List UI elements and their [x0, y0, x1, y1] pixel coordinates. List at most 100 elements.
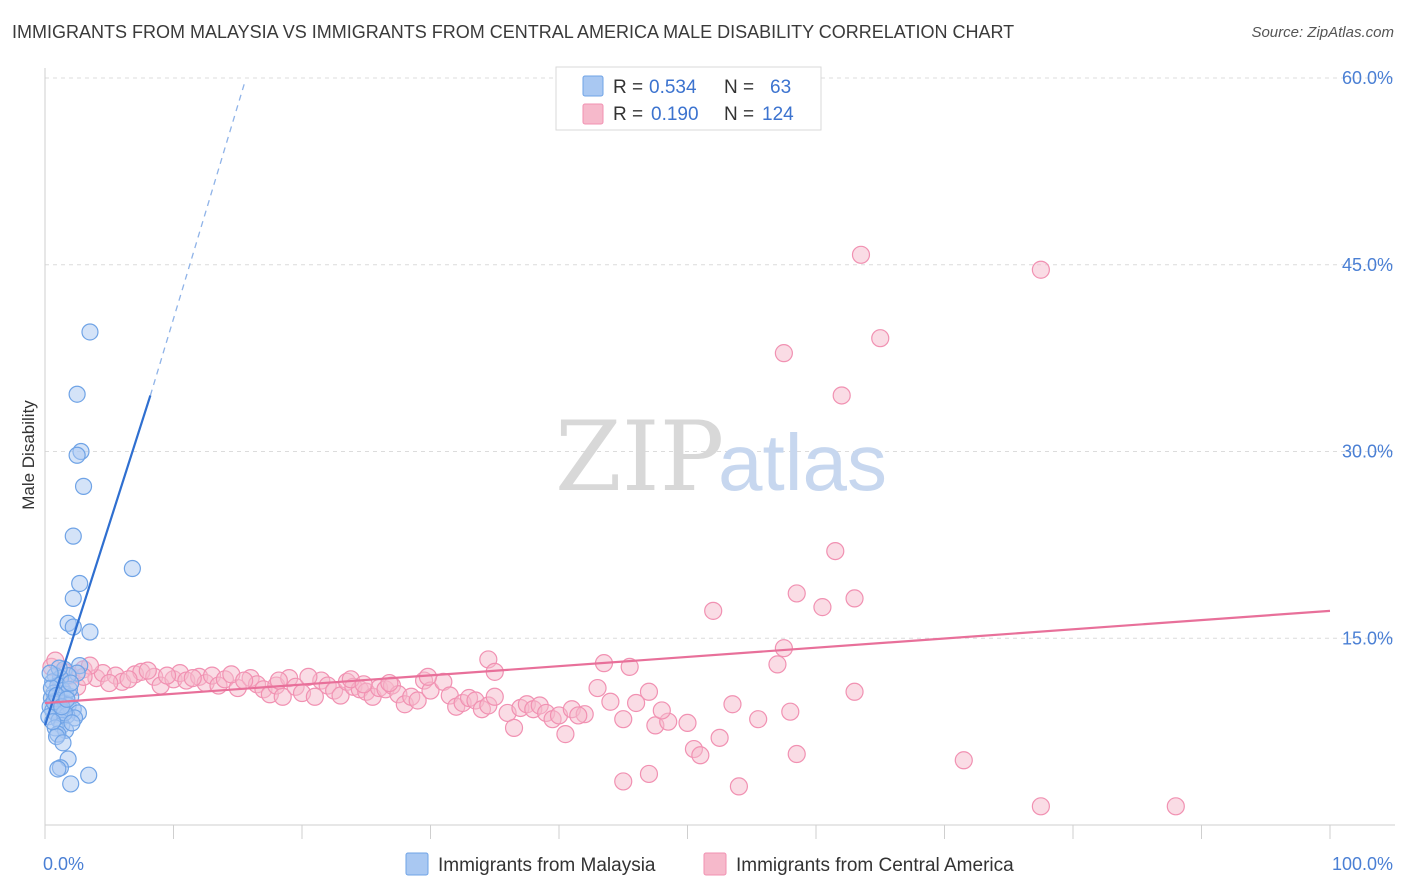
- bottom-legend: Immigrants from Malaysia Immigrants from…: [405, 852, 1014, 876]
- watermark-atlas: atlas: [718, 418, 887, 507]
- x-tick-label-1: 100.0%: [1332, 854, 1393, 874]
- central-america-point-14: [768, 655, 787, 674]
- malaysia-point-3: [68, 446, 86, 464]
- central-america-point-62: [408, 691, 427, 710]
- malaysia-point-5: [64, 527, 82, 545]
- y-tick-label-0: 15.0%: [1342, 628, 1393, 648]
- y-tick-labels: 15.0% 30.0% 45.0% 60.0%: [1342, 68, 1393, 648]
- central-america-point-93: [678, 713, 697, 733]
- legend-r-label-2: R =: [613, 104, 643, 125]
- central-america-point-10: [774, 639, 793, 658]
- central-america-point-46: [305, 687, 324, 706]
- source-label: Source: ZipAtlas.com: [1251, 24, 1394, 41]
- central-america-point-97: [723, 695, 742, 714]
- central-america-point-87: [601, 692, 620, 711]
- central-america-point-3: [774, 344, 793, 363]
- central-america-point-104: [614, 772, 633, 791]
- top-legend: R = 0.534 N = 63 R = 0.190 N = 124: [555, 66, 822, 131]
- y-tick-label-2: 45.0%: [1342, 255, 1393, 275]
- central-america-point-118: [299, 667, 318, 686]
- bottom-legend-swatch-central-america: [703, 852, 727, 876]
- legend-swatch-malaysia: [582, 75, 604, 97]
- central-america-point-98: [749, 710, 768, 729]
- malaysia-point-7: [71, 574, 89, 593]
- malaysia-point-60: [63, 714, 81, 732]
- central-america-point-89: [626, 693, 646, 713]
- central-america-point-8: [813, 598, 832, 617]
- central-america-point-9: [704, 601, 723, 620]
- central-america-trend-line: [44, 609, 1331, 705]
- malaysia-point-11: [81, 623, 99, 641]
- malaysia-point-0: [81, 323, 99, 341]
- malaysia-point-58: [44, 713, 62, 731]
- malaysia-point-4: [74, 477, 93, 495]
- central-america-point-123: [652, 701, 671, 720]
- y-tick-label-3: 60.0%: [1342, 68, 1393, 88]
- malaysia-trend-extension: [149, 84, 245, 396]
- central-america-point-96: [710, 728, 729, 747]
- malaysia-point-62: [41, 664, 59, 682]
- legend-r-label-1: R =: [613, 77, 643, 98]
- central-america-point-75: [504, 718, 524, 737]
- malaysia-point-61: [58, 690, 76, 708]
- malaysia-point-49: [80, 766, 98, 784]
- legend-r-value-1: 0.534: [649, 77, 697, 98]
- central-america-point-7: [845, 589, 864, 608]
- malaysia-point-50: [62, 775, 80, 793]
- central-america-point-6: [787, 584, 806, 603]
- central-america-point-122: [569, 706, 588, 725]
- central-america-point-105: [729, 777, 749, 796]
- central-america-point-112: [119, 670, 138, 689]
- central-america-point-0: [851, 245, 871, 264]
- x-tick-labels: 0.0% 100.0%: [43, 854, 1393, 874]
- legend-n-label-1: N =: [724, 77, 754, 98]
- central-america-point-83: [556, 725, 575, 744]
- bottom-legend-label-central-america: Immigrants from Central America: [736, 855, 1014, 876]
- malaysia-point-48: [49, 760, 67, 778]
- central-america-point-103: [639, 764, 659, 784]
- malaysia-point-8: [64, 589, 82, 608]
- central-america-point-4: [832, 386, 851, 405]
- central-america-point-106: [1031, 797, 1050, 816]
- central-america-point-5: [826, 541, 845, 561]
- central-america-point-101: [845, 682, 864, 701]
- malaysia-point-45: [54, 734, 72, 752]
- bottom-legend-swatch-malaysia: [405, 852, 429, 876]
- series-malaysia: [40, 323, 141, 793]
- malaysia-point-1: [68, 385, 86, 403]
- legend-n-value-1: 63: [770, 77, 791, 98]
- y-axis-label: Male Disability: [19, 400, 38, 510]
- central-america-point-86: [588, 678, 607, 698]
- central-america-point-100: [787, 744, 806, 764]
- legend-n-value-2: 124: [762, 104, 794, 125]
- central-america-point-2: [871, 329, 890, 348]
- central-america-point-115: [183, 668, 202, 688]
- malaysia-point-6: [123, 559, 141, 578]
- x-tick-label-0: 0.0%: [43, 854, 84, 874]
- malaysia-point-55: [62, 674, 80, 692]
- y-tick-label-1: 30.0%: [1342, 442, 1393, 462]
- legend-swatch-central-america: [582, 103, 604, 125]
- central-america-point-114: [157, 666, 177, 685]
- central-america-point-99: [781, 702, 800, 721]
- malaysia-trend-line: [43, 395, 152, 726]
- legend-n-label-2: N =: [724, 104, 754, 125]
- watermark-zip: ZIP: [555, 401, 724, 513]
- central-america-point-107: [1166, 797, 1185, 816]
- central-america-point-102: [954, 751, 973, 770]
- central-america-point-95: [691, 746, 710, 765]
- series-central-america: [42, 245, 1185, 816]
- trend-lines: [43, 84, 1331, 726]
- central-america-point-1: [1031, 260, 1050, 279]
- legend-r-value-2: 0.190: [651, 104, 699, 125]
- central-america-point-13: [620, 657, 639, 676]
- central-america-point-127: [354, 675, 373, 694]
- central-america-point-125: [100, 673, 119, 693]
- central-america-point-73: [485, 687, 504, 706]
- chart-title: IMMIGRANTS FROM MALAYSIA VS IMMIGRANTS F…: [12, 22, 1015, 42]
- gridlines: [45, 77, 1395, 639]
- central-america-point-88: [614, 710, 633, 729]
- central-america-point-113: [138, 661, 157, 680]
- central-america-point-117: [235, 671, 254, 690]
- bottom-legend-label-malaysia: Immigrants from Malaysia: [438, 855, 656, 876]
